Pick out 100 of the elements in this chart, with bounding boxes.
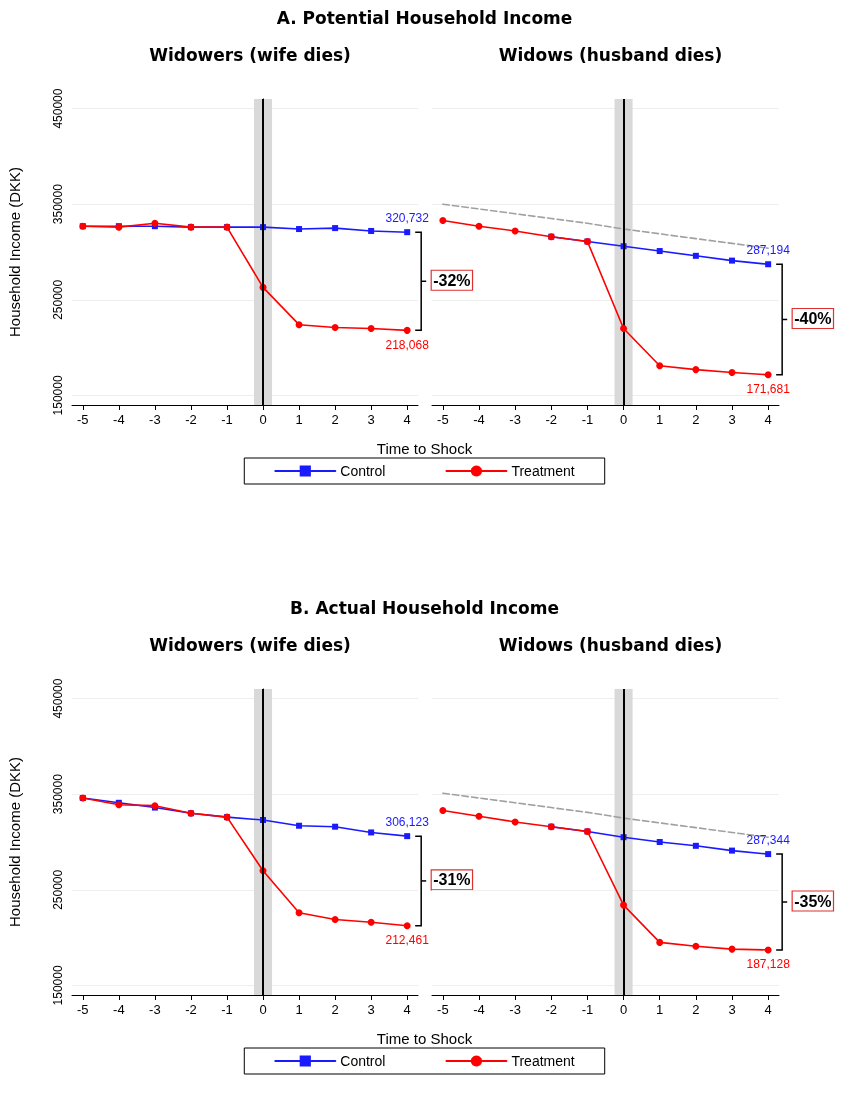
x-tick-label: -4 bbox=[113, 1002, 125, 1017]
x-tick-label: 2 bbox=[331, 412, 339, 427]
y-tick-label: 350000 bbox=[51, 183, 65, 225]
point bbox=[656, 839, 663, 845]
x-tick-label: 0 bbox=[259, 412, 267, 427]
x-tick-label: -1 bbox=[581, 412, 594, 427]
data-label: 212,461 bbox=[385, 933, 430, 948]
point bbox=[332, 823, 339, 830]
legend-label: Control bbox=[340, 463, 386, 479]
point bbox=[332, 225, 339, 232]
x-tick-label: -2 bbox=[185, 412, 197, 427]
x-tick-label: 2 bbox=[692, 412, 700, 427]
x-tick-label: 4 bbox=[764, 1002, 772, 1017]
point bbox=[403, 326, 411, 334]
point bbox=[367, 918, 375, 926]
data-label: 187,128 bbox=[746, 957, 791, 972]
y-tick-label: 450000 bbox=[51, 678, 65, 719]
point bbox=[692, 366, 700, 374]
x-tick-label: 3 bbox=[367, 412, 375, 427]
point bbox=[656, 248, 663, 255]
chart-subtitle: Widowers (wife dies) bbox=[149, 634, 351, 655]
point bbox=[368, 227, 375, 234]
text: -40% bbox=[794, 309, 832, 327]
point bbox=[331, 324, 339, 332]
text: -35% bbox=[794, 892, 832, 910]
x-tick-label: 1 bbox=[656, 412, 664, 427]
annotation: -32% bbox=[433, 271, 471, 289]
x-tick-label: -4 bbox=[113, 412, 125, 427]
x-tick-label: -5 bbox=[77, 1002, 89, 1017]
x-tick-label: 2 bbox=[331, 1002, 339, 1017]
x-tick-label: -3 bbox=[509, 412, 521, 427]
legend-label: Treatment bbox=[511, 463, 575, 479]
point bbox=[511, 818, 519, 826]
point bbox=[765, 261, 772, 268]
x-tick-label: -5 bbox=[77, 412, 89, 427]
y-tick-label: 250000 bbox=[51, 279, 65, 320]
x-axis-title: Time to Shock bbox=[376, 1030, 473, 1047]
x-axis-title: Time to Shock bbox=[376, 440, 473, 457]
x-tick-label: 3 bbox=[728, 412, 736, 427]
y-tick-label: 450000 bbox=[51, 88, 65, 129]
x-tick-label: 0 bbox=[259, 1002, 267, 1017]
chart-title: A. Potential Household Income bbox=[276, 7, 573, 28]
x-tick-label: -2 bbox=[545, 1002, 558, 1017]
point bbox=[692, 252, 699, 259]
x-tick-label: 3 bbox=[728, 1002, 736, 1017]
point bbox=[729, 257, 736, 264]
chart-subtitle: Widowers (wife dies) bbox=[149, 44, 351, 65]
legend-label: Treatment bbox=[511, 1053, 575, 1069]
point bbox=[368, 829, 375, 836]
point bbox=[765, 851, 772, 858]
x-tick-label: -2 bbox=[185, 1002, 197, 1017]
y-tick-label: 250000 bbox=[51, 869, 65, 910]
chart-subtitle: Widows (husband dies) bbox=[498, 44, 723, 65]
chart-subtitle: Widows (husband dies) bbox=[498, 634, 723, 655]
point bbox=[331, 915, 339, 923]
point bbox=[620, 901, 628, 909]
point bbox=[656, 362, 664, 370]
x-tick-label: -1 bbox=[221, 1002, 233, 1017]
y-axis-title: Household Income (DKK) bbox=[6, 756, 23, 928]
data-label: 287,344 bbox=[746, 833, 791, 848]
annotation: -31% bbox=[433, 871, 471, 889]
x-tick-label: 2 bbox=[692, 1002, 700, 1017]
point bbox=[295, 321, 303, 329]
x-tick-label: 0 bbox=[619, 1002, 628, 1017]
y-tick-label: 350000 bbox=[51, 773, 65, 815]
x-tick-label: -5 bbox=[437, 1002, 449, 1017]
point bbox=[764, 371, 772, 379]
x-tick-label: -4 bbox=[473, 1002, 485, 1017]
x-tick-label: 3 bbox=[367, 1002, 375, 1017]
point bbox=[729, 847, 736, 854]
data-label: 218,068 bbox=[385, 337, 430, 352]
point bbox=[151, 219, 159, 227]
x-tick-label: 1 bbox=[656, 1002, 664, 1017]
x-tick-label: -1 bbox=[581, 1002, 594, 1017]
point bbox=[296, 226, 303, 233]
x-tick-label: -3 bbox=[149, 1002, 161, 1017]
legend-label: Control bbox=[340, 1053, 386, 1069]
point bbox=[656, 938, 664, 946]
point bbox=[620, 325, 628, 332]
point bbox=[439, 806, 447, 814]
x-tick-label: -5 bbox=[437, 412, 449, 427]
data-label: 171,681 bbox=[746, 382, 791, 397]
point bbox=[404, 833, 411, 840]
data-label: 320,732 bbox=[385, 211, 430, 226]
x-tick-label: 4 bbox=[764, 412, 772, 427]
point bbox=[728, 368, 736, 376]
data-label: 306,123 bbox=[385, 815, 430, 830]
x-tick-label: 4 bbox=[403, 412, 411, 427]
x-tick-label: 4 bbox=[403, 1002, 411, 1017]
x-tick-label: -3 bbox=[509, 1002, 521, 1017]
point bbox=[367, 325, 375, 332]
data-label: 287,194 bbox=[746, 243, 791, 258]
point bbox=[404, 229, 411, 236]
point bbox=[295, 909, 303, 917]
x-tick-label: 1 bbox=[295, 412, 303, 427]
point bbox=[764, 946, 772, 954]
point bbox=[296, 822, 303, 829]
y-tick-label: 150000 bbox=[51, 965, 65, 1006]
point bbox=[403, 922, 411, 930]
x-tick-label: -1 bbox=[221, 412, 233, 427]
